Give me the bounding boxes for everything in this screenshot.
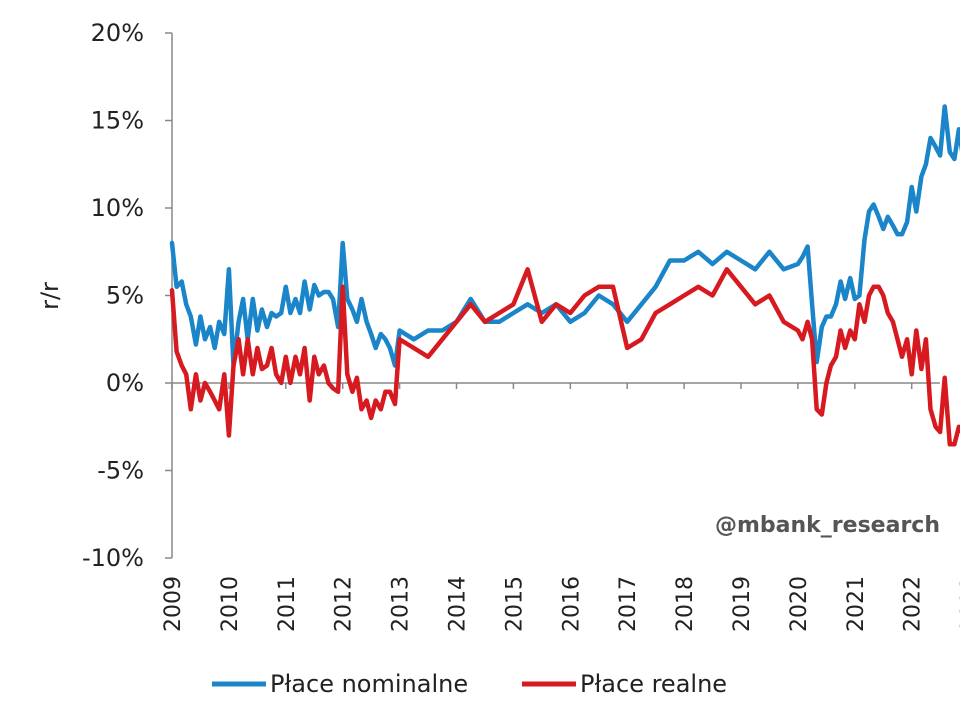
x-tick-label: 2019 — [730, 576, 755, 632]
legend: Płace nominalne Płace realne — [212, 670, 727, 698]
x-tick-label: 2017 — [616, 576, 641, 632]
x-tick-label: 2015 — [502, 576, 527, 632]
x-tick-label: 2021 — [844, 576, 869, 632]
series-nominal-line — [169, 104, 960, 368]
y-tick-label: 20% — [91, 19, 144, 47]
x-tick-label: 2009 — [161, 576, 186, 632]
x-tick-label: 2010 — [218, 576, 243, 632]
y-tick-label: -10% — [82, 544, 144, 572]
watermark-text: @mbank_research — [715, 513, 940, 538]
x-tick-label: 2013 — [389, 576, 414, 632]
x-tick-label: 2020 — [787, 576, 812, 632]
y-axis: 20% 15% 10% 5% 0% -5% -10% — [82, 19, 173, 572]
x-axis: 2009 2010 2011 2012 2013 2014 2015 2016 2017 2018… — [161, 382, 960, 632]
x-tick-label: 2022 — [901, 576, 926, 632]
x-tick-label: 2011 — [275, 576, 300, 632]
x-tick-label: 2014 — [446, 576, 471, 632]
x-tick-label: 2018 — [673, 576, 698, 632]
x-tick-label: 2012 — [332, 576, 357, 632]
y-tick-label: 5% — [106, 282, 144, 310]
series-group — [169, 104, 960, 447]
x-tick-label: 2016 — [559, 576, 584, 632]
y-tick-label: 15% — [91, 107, 144, 135]
series-real-line — [169, 267, 960, 447]
y-tick-label: 10% — [91, 194, 144, 222]
x-tick-label: 2023 — [958, 576, 960, 632]
legend-label: Płace nominalne — [270, 670, 468, 698]
legend-label: Płace realne — [580, 670, 727, 698]
y-tick-label: -5% — [97, 457, 144, 485]
y-tick-label: 0% — [106, 369, 144, 397]
y-axis-label: r/r — [36, 282, 64, 310]
